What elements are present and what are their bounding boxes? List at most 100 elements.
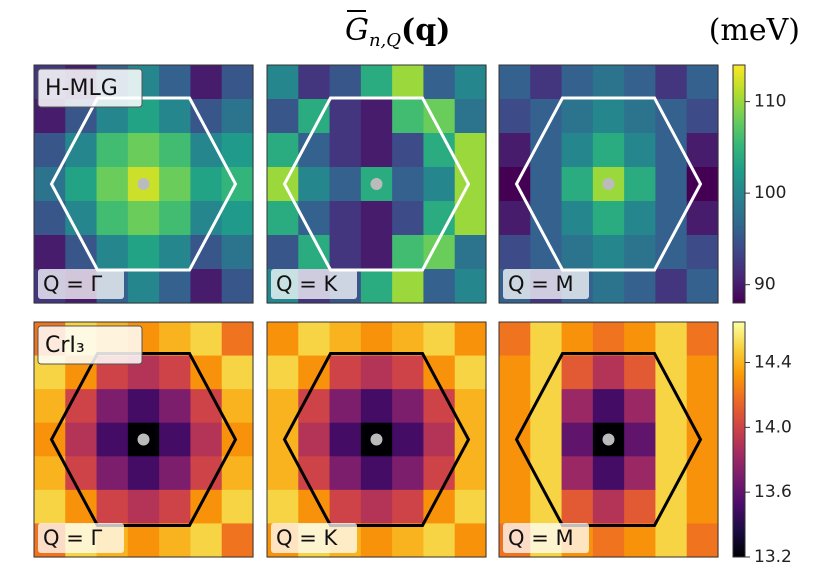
heatmap-cell bbox=[127, 269, 160, 304]
heatmap-cell bbox=[592, 269, 625, 304]
heatmap-cell bbox=[221, 235, 254, 270]
panel-annotation: Q = Γ bbox=[43, 272, 102, 296]
heatmap-cell bbox=[454, 201, 487, 236]
panel-frame bbox=[266, 321, 487, 558]
heatmap-cell bbox=[159, 133, 192, 168]
heatmap-cell bbox=[655, 422, 688, 457]
heatmap-cell bbox=[624, 167, 657, 202]
heatmap-cell bbox=[221, 456, 254, 491]
row-label: CrI₃ bbox=[45, 333, 85, 358]
heatmap-cell bbox=[267, 489, 299, 525]
heatmap-cell bbox=[686, 167, 719, 202]
heatmap-cell bbox=[454, 133, 487, 168]
brillouin-zone bbox=[282, 96, 471, 272]
heatmap-cell bbox=[592, 489, 625, 525]
figure-title: Gn,Q(q) bbox=[345, 13, 450, 51]
heatmap-cell bbox=[686, 389, 719, 424]
heatmap-cell bbox=[392, 235, 425, 270]
heatmap-cell bbox=[686, 99, 719, 134]
heatmap-cell bbox=[686, 65, 719, 100]
heatmap-cell bbox=[34, 133, 66, 168]
heatmap-cell bbox=[360, 355, 393, 390]
heatmap-cell bbox=[561, 456, 594, 491]
heatmap-cell bbox=[329, 201, 362, 236]
heatmap-cell bbox=[624, 235, 657, 270]
heatmap-cell bbox=[298, 422, 331, 457]
annotation-box bbox=[271, 523, 357, 553]
heatmap-cell bbox=[499, 235, 531, 270]
heatmap-cell bbox=[392, 269, 425, 304]
heatmap-cell bbox=[392, 523, 425, 558]
heatmap-cell bbox=[624, 133, 657, 168]
heatmap-cell bbox=[190, 523, 223, 558]
heatmap-cell bbox=[655, 322, 688, 357]
heatmap-cell bbox=[454, 489, 487, 525]
heatmap-cell bbox=[624, 269, 657, 304]
heatmap-cell bbox=[221, 65, 254, 100]
heatmap-cell bbox=[655, 523, 688, 558]
heatmap-cell bbox=[561, 489, 594, 525]
heatmap-cell bbox=[624, 389, 657, 424]
heatmap-cell bbox=[686, 201, 719, 236]
brillouin-zone bbox=[514, 352, 703, 527]
heatmap-cell bbox=[360, 65, 393, 100]
annotation-box bbox=[38, 523, 124, 553]
heatmap-cell bbox=[221, 523, 254, 558]
heatmap-cell bbox=[360, 322, 393, 357]
panel-frame bbox=[498, 321, 719, 558]
heatmap-cell bbox=[624, 489, 657, 525]
heatmap-cell bbox=[159, 422, 192, 457]
heatmap-cell bbox=[454, 322, 487, 357]
heatmap-cell bbox=[499, 489, 531, 525]
heatmap-cell bbox=[127, 456, 160, 491]
heatmap-cell bbox=[530, 167, 563, 202]
heatmap-cell bbox=[392, 422, 425, 457]
heatmap-cell bbox=[190, 322, 223, 357]
heatmap-cell bbox=[624, 322, 657, 357]
heatmap-cell bbox=[499, 322, 531, 357]
heatmap-cell bbox=[96, 489, 129, 525]
heatmap-cell bbox=[454, 422, 487, 457]
heatmap-cell bbox=[499, 201, 531, 236]
heatmap-cell bbox=[34, 235, 66, 270]
heatmap-cell bbox=[329, 389, 362, 424]
colorbar bbox=[732, 64, 746, 304]
heatmap-cell bbox=[561, 322, 594, 357]
heatmap-cell bbox=[221, 489, 254, 525]
heatmap-cell bbox=[159, 65, 192, 100]
heatmap-cell bbox=[329, 489, 362, 525]
heatmap-cell bbox=[127, 235, 160, 270]
heatmap-cell bbox=[561, 133, 594, 168]
heatmap-cell bbox=[329, 99, 362, 134]
heatmap-cell bbox=[159, 489, 192, 525]
heatmap-cell bbox=[561, 235, 594, 270]
heatmap-cell bbox=[686, 456, 719, 491]
heatmap-cell bbox=[561, 201, 594, 236]
colorbar-tick-label: 13.6 bbox=[754, 482, 792, 502]
heatmap-cell bbox=[96, 201, 129, 236]
heatmap-cell bbox=[624, 422, 657, 457]
heatmap-cell bbox=[34, 422, 66, 457]
gamma-point bbox=[370, 433, 383, 446]
heatmap-cell bbox=[423, 269, 456, 304]
heatmap-cell bbox=[159, 456, 192, 491]
heatmap-cell bbox=[159, 523, 192, 558]
heatmap-cell bbox=[159, 269, 192, 304]
heatmap-cell bbox=[499, 167, 531, 202]
title-symbol: G bbox=[345, 13, 369, 48]
heatmap-cell bbox=[686, 422, 719, 457]
heatmap-cell bbox=[298, 322, 331, 357]
heatmap-cell bbox=[686, 133, 719, 168]
heatmap-cell bbox=[561, 422, 594, 457]
heatmap-cell bbox=[423, 322, 456, 357]
heatmap-cell bbox=[329, 456, 362, 491]
heatmap-cell bbox=[499, 389, 531, 424]
heatmap-cell bbox=[423, 422, 456, 457]
heatmap-cell bbox=[530, 422, 563, 457]
annotation-box bbox=[271, 269, 357, 299]
heatmap-cell bbox=[34, 201, 66, 236]
heatmap-cell bbox=[561, 389, 594, 424]
heatmap-cell bbox=[96, 167, 129, 202]
annotation-box bbox=[503, 269, 589, 299]
